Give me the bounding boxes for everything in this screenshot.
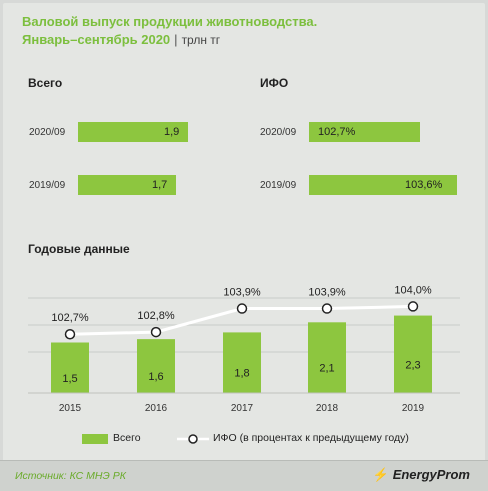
title-separator: | [174,32,178,47]
ifo-label-2015: 102,7% [51,312,89,324]
footer: Источник: КС МНЭ РК ⚡ EnergyProm [0,460,488,491]
source-text: Источник: КС МНЭ РК [15,470,126,482]
legend-line-label: ИФО (в процентах к предыдущему году) [213,432,409,444]
left-row-value-1: 1,7 [152,179,168,191]
ifo-point-2018 [321,303,333,314]
left-row-bar-0 [78,122,188,142]
legend-bar-label: Всего [113,432,141,444]
infographic-panel [3,3,485,488]
ifo-point-2019 [407,301,419,312]
ifo-label-2019: 104,0% [394,284,432,296]
title-line-2: Январь–сентябрь 2020 | трлн тг [22,31,317,49]
legend-line-symbol [176,432,210,446]
ifo-point-2016 [150,326,162,338]
title-period: Январь–сентябрь 2020 [22,32,171,47]
bar-label-2019: 2,3 [405,359,420,371]
brand-name: EnergyProm [392,467,470,482]
ifo-point-2015 [64,328,76,340]
x-tick-2016: 2016 [145,403,168,414]
ifo-point-2017 [236,303,248,314]
bar-label-2015: 1,5 [62,373,77,385]
bar-label-2017: 1,8 [234,368,249,380]
title-line-1: Валовой выпуск продукции животноводства. [22,14,318,29]
ifo-label-2017: 103,9% [223,287,261,299]
left-row-period-0: 2020/09 [29,127,66,138]
left-row-period-1: 2019/09 [29,180,66,191]
x-tick-2015: 2015 [59,403,82,414]
left-row-value-0: 1,9 [164,126,180,138]
bar-2016 [137,339,175,393]
x-tick-2017: 2017 [231,403,254,414]
bar-2015 [51,342,89,393]
left-row-bar-1 [78,175,176,195]
x-tick-2019: 2019 [402,403,425,414]
bar-2019 [394,315,432,393]
ifo-label-2018: 103,9% [308,287,346,299]
title-unit: трлн тг [181,33,221,47]
bar-label-2018: 2,1 [319,363,334,375]
legend-line-icon [177,434,209,444]
chart-title: Валовой выпуск продукции животноводства.… [22,13,317,49]
brand-logo: ⚡ EnergyProm [373,467,470,483]
right-panel-label: ИФО [260,76,289,90]
right-row-value-0: 102,7% [318,126,356,138]
right-row-period-0: 2020/09 [260,127,297,138]
x-tick-2018: 2018 [316,403,339,414]
right-row-value-1: 103,6% [405,179,443,191]
annual-section-label: Годовые данные [28,242,130,256]
bar-label-2016: 1,6 [148,371,163,383]
bar-2018 [308,322,346,393]
left-panel-label: Всего [28,76,63,90]
ifo-label-2016: 102,8% [137,310,175,322]
right-row-period-1: 2019/09 [260,180,297,191]
bar-2017 [223,332,261,393]
legend-bar-swatch [82,434,108,444]
right-row-bar-0 [309,122,420,142]
right-row-bar-1 [309,175,457,195]
brand-bolt-icon: ⚡ [372,467,390,482]
